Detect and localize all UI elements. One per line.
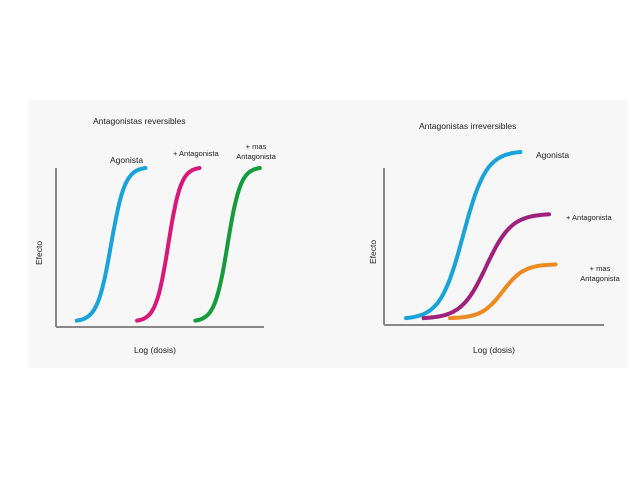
chart-title: Antagonistas irreversibles (419, 121, 516, 131)
label-mas-antagonista: Antagonista (236, 152, 276, 161)
label-antagonista: + Antagonista (566, 213, 612, 222)
x-axis-label: Log (dosis) (134, 345, 176, 355)
label-agonista: Agonista (110, 155, 143, 165)
label-mas-antagonista: Antagonista (580, 274, 620, 283)
series-line-agonista (404, 150, 523, 321)
series-line-agonista (74, 166, 148, 323)
chart-reversibles: Antagonistas reversibles Efecto Log (dos… (34, 116, 277, 355)
series-line-antagonista (135, 166, 202, 323)
x-axis-label: Log (dosis) (473, 345, 515, 355)
label-mas: + mas (590, 264, 611, 273)
series-line-mas-antagonista (193, 166, 262, 323)
chart-irreversibles: Antagonistas irreversibles Efecto Log (d… (368, 121, 621, 355)
series-group (404, 150, 558, 321)
label-agonista: Agonista (536, 150, 569, 160)
series-group (74, 166, 262, 323)
label-antagonista: + Antagonista (173, 149, 219, 158)
series-line-antagonista (421, 212, 551, 321)
chart-title: Antagonistas reversibles (93, 116, 186, 126)
panel-background (28, 100, 628, 368)
series-line-mas-antagonista (448, 262, 558, 321)
y-axis-label: Efecto (368, 240, 378, 264)
label-mas: + mas (246, 142, 267, 151)
y-axis-label: Efecto (34, 241, 44, 265)
